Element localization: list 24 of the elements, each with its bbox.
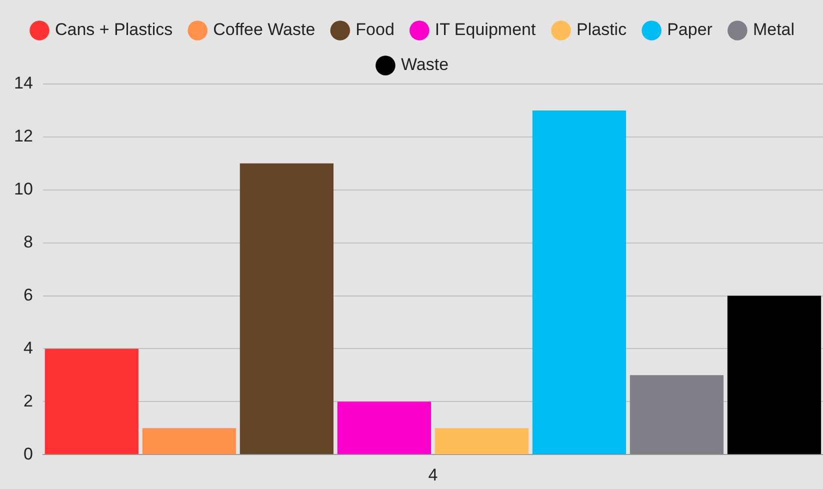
bar [240,163,334,454]
legend-label: IT Equipment [434,20,536,40]
y-tick-label: 12 [14,126,33,146]
y-tick-label: 6 [23,285,33,304]
y-tick-label: 10 [14,180,33,199]
legend-label: Metal [752,20,795,40]
legend-label: Food [356,20,394,40]
legend-label: Paper [667,20,713,40]
legend-label: Coffee Waste [213,20,316,40]
bar [337,402,432,454]
bar [727,296,822,454]
y-tick-label: 4 [23,338,33,358]
y-tick-label: 0 [23,444,33,464]
y-tick-label: 14 [14,74,33,93]
legend-label: Cans + Plastics [54,20,173,40]
bar [44,348,138,454]
y-tick-label: 8 [23,232,33,252]
legend-label: Waste [400,55,449,74]
y-tick-label: 2 [23,391,33,410]
bar [142,428,236,454]
bar [630,375,724,454]
bar [532,110,626,454]
legend-label: Plastic [576,20,628,40]
bar [434,428,529,454]
